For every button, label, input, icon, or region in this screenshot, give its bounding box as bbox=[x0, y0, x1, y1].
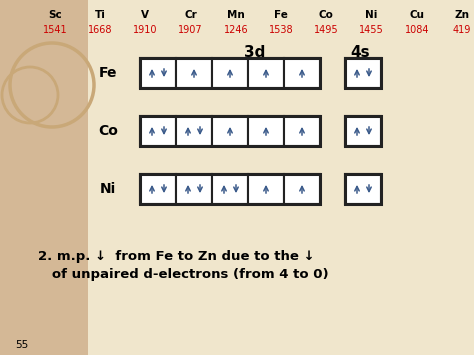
Bar bbox=[345, 174, 381, 204]
Text: 1455: 1455 bbox=[359, 25, 384, 35]
Text: Fe: Fe bbox=[274, 10, 288, 20]
Text: 3d: 3d bbox=[244, 45, 266, 60]
Bar bbox=[176, 58, 212, 88]
Text: Mn: Mn bbox=[227, 10, 245, 20]
Text: 1541: 1541 bbox=[43, 25, 67, 35]
Text: Sc: Sc bbox=[48, 10, 62, 20]
Bar bbox=[140, 174, 176, 204]
Text: Ni: Ni bbox=[365, 10, 378, 20]
Bar bbox=[345, 116, 381, 146]
Text: 1084: 1084 bbox=[404, 25, 429, 35]
Text: Ti: Ti bbox=[95, 10, 106, 20]
Bar bbox=[212, 116, 248, 146]
Text: 1495: 1495 bbox=[314, 25, 338, 35]
Text: Co: Co bbox=[319, 10, 334, 20]
Bar bbox=[0, 0, 88, 355]
Text: 55: 55 bbox=[15, 340, 28, 350]
Text: Cu: Cu bbox=[409, 10, 424, 20]
Bar bbox=[140, 116, 176, 146]
Text: 1907: 1907 bbox=[178, 25, 203, 35]
Text: 419: 419 bbox=[453, 25, 471, 35]
Text: 2. m.p. ↓  from Fe to Zn due to the ↓: 2. m.p. ↓ from Fe to Zn due to the ↓ bbox=[38, 250, 315, 263]
Text: Cr: Cr bbox=[184, 10, 197, 20]
Bar bbox=[284, 116, 320, 146]
Bar bbox=[176, 116, 212, 146]
Text: of unpaired d-electrons (from 4 to 0): of unpaired d-electrons (from 4 to 0) bbox=[38, 268, 328, 281]
Text: 4s: 4s bbox=[350, 45, 370, 60]
Text: Fe: Fe bbox=[99, 66, 117, 80]
Bar bbox=[248, 58, 284, 88]
Bar bbox=[345, 58, 381, 88]
Text: Ni: Ni bbox=[100, 182, 116, 196]
Bar bbox=[284, 174, 320, 204]
Bar bbox=[345, 58, 381, 88]
Bar bbox=[140, 58, 176, 88]
Text: Zn: Zn bbox=[455, 10, 470, 20]
Text: 1538: 1538 bbox=[269, 25, 293, 35]
Text: V: V bbox=[141, 10, 149, 20]
Bar bbox=[212, 58, 248, 88]
Bar bbox=[140, 116, 320, 146]
Bar bbox=[345, 116, 381, 146]
Bar bbox=[140, 58, 320, 88]
Bar bbox=[140, 174, 320, 204]
Bar bbox=[176, 174, 212, 204]
Text: 1668: 1668 bbox=[88, 25, 112, 35]
Bar bbox=[284, 58, 320, 88]
Text: 1246: 1246 bbox=[224, 25, 248, 35]
Bar bbox=[212, 174, 248, 204]
Bar bbox=[248, 174, 284, 204]
Text: Co: Co bbox=[98, 124, 118, 138]
Bar bbox=[248, 116, 284, 146]
Bar bbox=[345, 174, 381, 204]
Text: 1910: 1910 bbox=[133, 25, 158, 35]
